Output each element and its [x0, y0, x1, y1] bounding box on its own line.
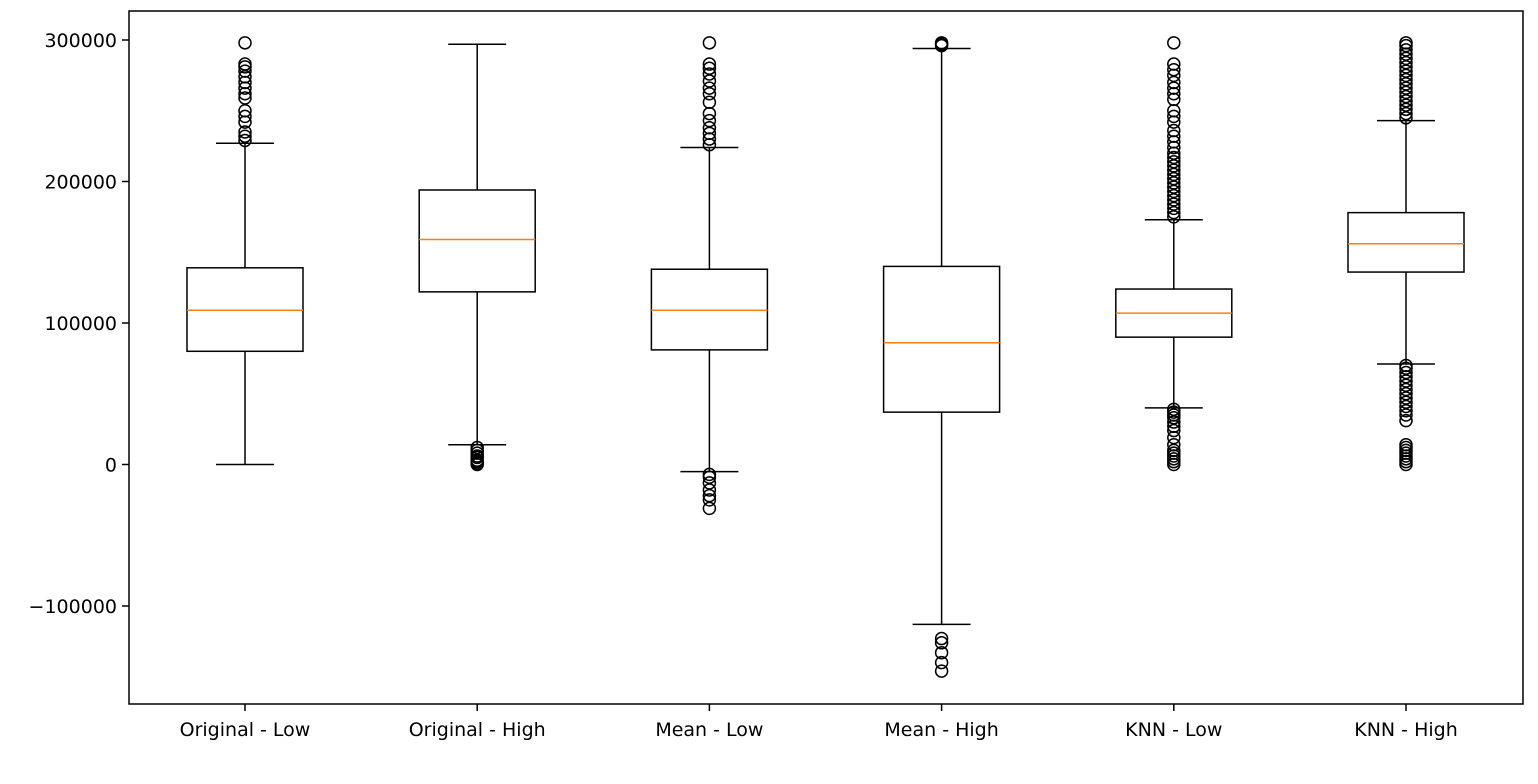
y-tick-label: 100000: [44, 313, 117, 335]
x-tick-label: Original - Low: [180, 719, 311, 741]
plot-area: [128, 10, 1524, 705]
outlier-point: [1167, 402, 1181, 417]
outlier-point: [238, 129, 252, 143]
outlier-point: [702, 493, 717, 507]
outlier-point: [1399, 36, 1413, 50]
y-tick-label: 0: [105, 455, 117, 477]
x-tick-label: KNN - Low: [1125, 719, 1222, 741]
outlier-point: [702, 61, 717, 76]
outlier-point: [1399, 358, 1413, 373]
outlier-point: [238, 133, 252, 148]
outlier-point: [934, 636, 949, 650]
outlier-point: [702, 120, 717, 135]
outlier-point: [934, 36, 949, 50]
x-tick-label: KNN - High: [1354, 719, 1458, 741]
outlier-point: [1399, 365, 1413, 380]
box-group: [1347, 36, 1465, 472]
outlier-point: [1167, 57, 1181, 71]
outlier-point: [1167, 437, 1181, 452]
outlier-point: [238, 36, 252, 50]
outlier-point: [1399, 437, 1413, 452]
outlier-point: [1167, 150, 1181, 165]
outlier-point: [1167, 129, 1181, 143]
box-group: [418, 43, 536, 472]
iqr-box: [418, 189, 536, 293]
outlier-point: [702, 467, 717, 482]
iqr-box: [1347, 211, 1465, 273]
outlier-point: [1167, 154, 1181, 169]
outlier-point: [702, 95, 717, 110]
x-tick-label: Mean - Low: [655, 719, 763, 741]
box-group: [882, 36, 1001, 678]
outlier-point: [1167, 62, 1181, 77]
iqr-box: [882, 265, 1001, 413]
outlier-point: [702, 476, 717, 490]
box-group: [1115, 36, 1233, 472]
x-tick-label: Mean - High: [884, 719, 998, 741]
outlier-point: [702, 113, 717, 128]
outlier-point: [1167, 36, 1181, 50]
outlier-point: [1167, 109, 1181, 124]
x-axis: Original - Low Original - High Mean - Low M…: [180, 704, 1458, 741]
outlier-point: [1167, 123, 1181, 138]
outlier-point: [934, 631, 949, 646]
outlier-point: [702, 67, 717, 81]
outlier-point: [238, 64, 252, 78]
outlier-point: [934, 655, 949, 670]
boxes-layer: [186, 36, 1465, 678]
outlier-point: [470, 440, 484, 455]
y-tick-label: −100000: [29, 596, 117, 618]
outlier-point: [934, 664, 949, 678]
box-group: [186, 36, 304, 466]
x-tick-label: Original - High: [409, 719, 546, 741]
y-tick-label: 200000: [44, 172, 117, 194]
outlier-point: [1399, 413, 1413, 428]
outlier-point: [238, 109, 252, 124]
outlier-point: [702, 57, 717, 71]
outlier-point: [238, 91, 252, 105]
outlier-point: [238, 57, 252, 71]
y-axis: 300000 200000 100000 0 −100000: [29, 30, 129, 618]
outlier-point: [702, 81, 717, 95]
outlier-point: [934, 645, 949, 660]
outlier-point: [1399, 43, 1413, 57]
box-group: [650, 36, 769, 516]
outlier-point: [702, 36, 717, 50]
y-tick-label: 300000: [44, 30, 117, 52]
outlier-point: [238, 125, 252, 139]
